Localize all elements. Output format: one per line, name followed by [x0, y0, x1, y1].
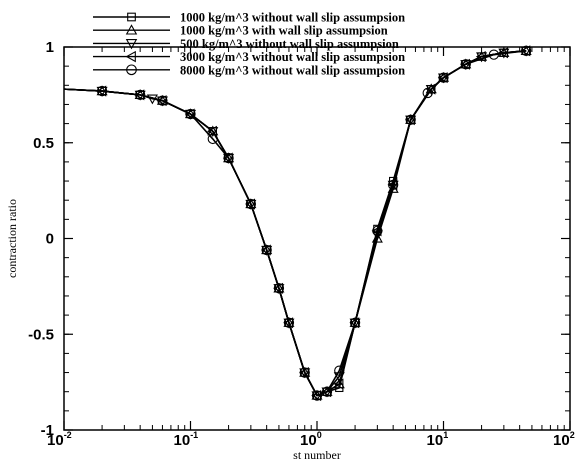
circle-marker — [126, 64, 137, 76]
triangle-down-marker — [261, 245, 273, 256]
legend: 1000 kg/m^3 without wall slip assumpsion… — [93, 11, 405, 77]
circle-marker — [438, 72, 449, 83]
triangle-left-marker — [520, 45, 531, 57]
circle-marker — [311, 390, 323, 401]
triangle-left-marker — [207, 125, 217, 137]
triangle-up-marker — [125, 24, 138, 35]
circle-marker — [299, 367, 310, 378]
circle-marker — [405, 114, 416, 125]
x-tick-label: 10-2 — [47, 430, 72, 449]
triangle-down-marker — [283, 318, 295, 329]
circle-marker — [372, 225, 383, 236]
circle-marker — [185, 108, 196, 120]
circle-marker — [488, 49, 499, 60]
triangle-left-marker — [134, 89, 145, 101]
triangle-down-marker — [184, 109, 197, 120]
plot-frame — [63, 46, 571, 431]
legend-label: 8000 kg/m^3 without wall slip assumpsion — [180, 63, 405, 77]
y-tick-label: 1 — [46, 39, 54, 56]
triangle-down-marker — [207, 127, 219, 137]
x-tick-label: 10-1 — [174, 430, 199, 449]
triangle-down-marker — [245, 199, 257, 210]
triangle-left-marker — [333, 378, 344, 390]
triangle-left-marker — [460, 58, 470, 70]
circle-marker — [460, 59, 471, 70]
triangle-up-marker — [333, 378, 345, 389]
triangle-down-marker — [349, 318, 361, 329]
triangle-down-marker — [273, 284, 285, 295]
circle-marker — [273, 283, 285, 294]
triangle-left-marker — [125, 50, 136, 63]
y-tick-label: 0.5 — [33, 135, 54, 152]
triangle-down-marker — [405, 115, 417, 126]
circle-marker — [334, 365, 345, 376]
series-layer — [63, 45, 532, 402]
circle-marker — [157, 95, 168, 106]
square-marker — [127, 12, 136, 22]
circle-marker — [321, 386, 333, 397]
y-tick-label: 0 — [46, 231, 54, 248]
ticks-layer: 10-2 10-1 100 101 102 -1 -0.5 0 0.5 1 — [28, 39, 575, 449]
triangle-left-marker — [184, 108, 195, 120]
circle-marker — [207, 133, 218, 145]
triangle-down-marker — [125, 39, 138, 50]
x-tick-label: 100 — [300, 430, 322, 449]
x-axis-title: st number — [293, 448, 341, 462]
triangle-down-marker — [437, 73, 450, 84]
series-line — [63, 50, 527, 397]
triangle-left-marker — [156, 95, 167, 107]
legend-label: 3000 kg/m^3 without wall slip assumpsion — [180, 50, 405, 64]
triangle-left-marker — [437, 72, 448, 84]
circle-marker — [349, 317, 361, 328]
circle-marker — [223, 152, 234, 164]
triangle-left-marker — [425, 83, 436, 95]
circle-marker — [96, 85, 108, 97]
triangle-down-marker — [223, 153, 235, 164]
circle-marker — [261, 244, 272, 256]
x-tick-label: 102 — [553, 430, 575, 449]
legend-label: 1000 kg/m^3 with wall slip assumpsion — [180, 24, 388, 38]
circle-marker — [520, 45, 532, 56]
legend-label: 500 kg/m^3 without wall slip assumpsion — [180, 37, 399, 51]
triangle-left-marker — [222, 152, 233, 164]
triangle-down-marker — [311, 391, 323, 402]
triangle-left-marker — [321, 386, 332, 398]
y-tick-label: -0.5 — [28, 326, 54, 343]
circle-marker — [135, 89, 146, 101]
triangle-down-marker — [387, 180, 399, 191]
circle-marker — [245, 198, 257, 210]
circle-marker — [388, 179, 399, 191]
legend-label: 1000 kg/m^3 without wall slip assumpsion — [180, 11, 405, 25]
triangle-down-marker — [299, 368, 311, 379]
circle-marker — [283, 317, 295, 328]
y-tick-label: -1 — [41, 422, 54, 439]
triangle-down-marker — [425, 84, 437, 95]
circle-marker — [422, 87, 433, 99]
x-tick-label: 101 — [427, 430, 449, 449]
y-axis-title: contraction ratio — [5, 199, 19, 278]
